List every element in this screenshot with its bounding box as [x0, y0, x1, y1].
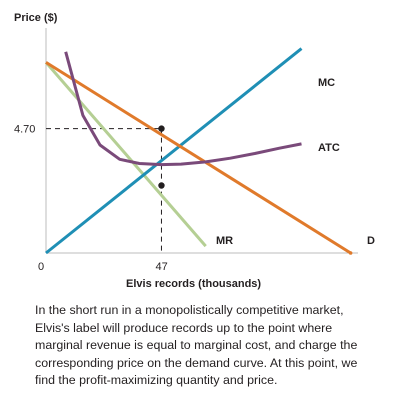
atc-curve: [64, 51, 302, 167]
demand-curve: [45, 61, 352, 255]
mr-label: MR: [216, 235, 233, 247]
chart: Price ($) Elvis records (thousands) 0 4.…: [14, 12, 375, 290]
x-tick-label-47: 47: [155, 261, 167, 273]
y-axis-label: Price ($): [14, 12, 58, 24]
mr-curve: [44, 61, 207, 248]
demand-curve-end: [348, 251, 353, 255]
figure-caption: In the short run in a monopolistically c…: [35, 303, 358, 388]
mc-label: MC: [318, 77, 335, 89]
origin-label: 0: [38, 261, 44, 273]
profit-max-price-point: [158, 125, 165, 132]
mc-curve: [45, 47, 303, 255]
y-tick-label-4-70: 4.70: [14, 124, 35, 136]
d-label: D: [367, 235, 375, 247]
mr-mc-intersection-point: [158, 182, 165, 189]
atc-label: ATC: [318, 142, 340, 154]
x-axis-label: Elvis records (thousands): [126, 278, 261, 290]
